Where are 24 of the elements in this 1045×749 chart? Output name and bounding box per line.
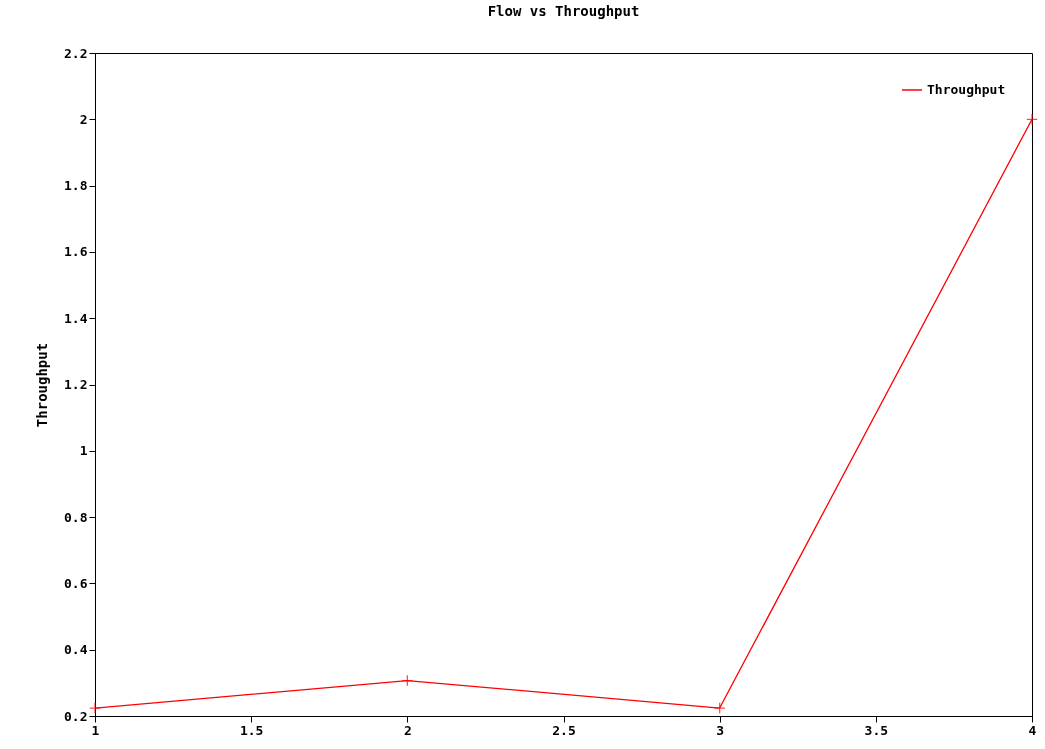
x-tick-label: 3.5 (864, 722, 889, 738)
y-tick-label: 0.2 (64, 708, 88, 724)
chart-title: Flow vs Throughput (487, 3, 640, 19)
x-tick-label: 2 (403, 722, 412, 738)
y-tick-label: 2 (79, 111, 88, 127)
y-axis-title: Throughput (34, 342, 51, 428)
point (713, 702, 726, 714)
x-tick-label: 2.5 (552, 722, 576, 738)
y-tick-label: 1.6 (64, 244, 88, 260)
y-tick-label: 2.2 (64, 45, 88, 61)
x-tick-label: 1 (91, 722, 100, 738)
y-tick-label: 1.4 (64, 310, 88, 326)
y-tick-label: 1.2 (64, 377, 88, 392)
x-tick-label: 3 (716, 722, 725, 738)
legend-label: Throughput (927, 82, 1006, 97)
point (401, 674, 414, 687)
x-tick-label: 1.5 (239, 722, 264, 738)
y-tick-label: 0.4 (64, 642, 88, 658)
point (1026, 113, 1038, 126)
y-tick-label: 1.8 (64, 178, 88, 194)
y-tick-label: 1 (79, 443, 88, 459)
x-tick-label: 4 (1028, 722, 1037, 738)
y-tick-label: 0.6 (64, 575, 88, 591)
y-tick-label: 0.8 (64, 509, 88, 525)
